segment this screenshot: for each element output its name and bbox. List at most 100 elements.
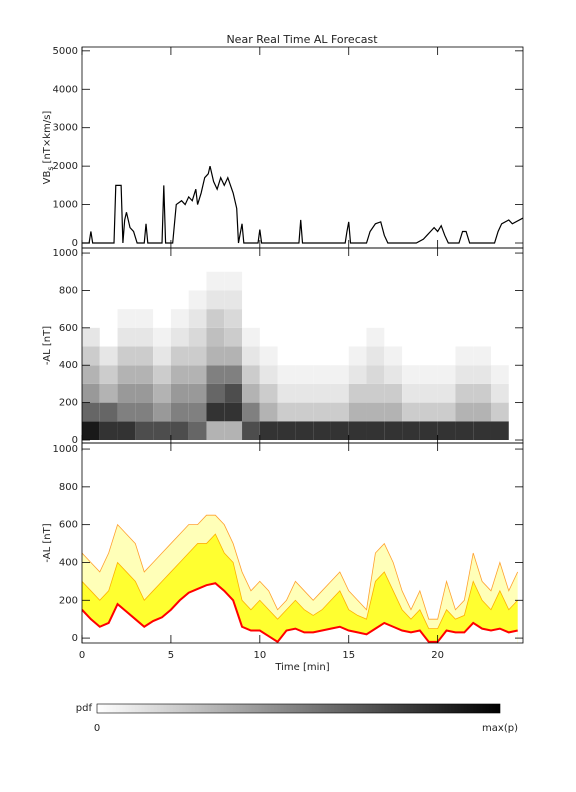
pdf-cell: [206, 402, 225, 422]
pdf-cell: [82, 383, 100, 403]
pdf-cell: [437, 383, 456, 403]
pdf-cell: [99, 383, 118, 403]
pdf-cell: [135, 402, 154, 422]
pdf-cell: [473, 383, 491, 403]
pdf-cell: [473, 346, 491, 366]
pdf-cell: [224, 271, 243, 291]
pdf-cell: [206, 365, 225, 384]
pdf-cell: [99, 346, 118, 366]
pdf-cell: [135, 383, 154, 403]
pdf-cell: [224, 327, 243, 347]
y-tick-label: 200: [59, 398, 78, 409]
y-label-main: -AL [nT]: [42, 326, 53, 365]
pdf-cell: [135, 309, 154, 328]
pdf-cell: [419, 421, 438, 441]
pdf-cell: [170, 309, 189, 328]
below-line-area: [82, 583, 518, 643]
pdf-cell: [490, 383, 509, 403]
y-tick-label: 800: [59, 482, 78, 493]
y-axis-label: -AL [nT]: [42, 326, 53, 365]
pdf-cell: [117, 421, 136, 441]
pdf-cell: [188, 421, 207, 441]
pdf-cell: [490, 421, 509, 441]
pdf-cell: [170, 402, 189, 422]
pdf-cell: [384, 421, 403, 441]
y-label-unit: [nT×km/s]: [42, 111, 53, 164]
pdf-cell: [135, 327, 154, 347]
x-tick-label: 5: [168, 650, 174, 661]
pdf-cell: [117, 402, 136, 422]
plot-area: [82, 514, 519, 643]
y-label-main: VB: [42, 170, 53, 184]
pdf-cell: [402, 365, 420, 384]
x-tick-label: 15: [342, 650, 355, 661]
pdf-cell: [224, 309, 243, 328]
pdf-cell: [117, 383, 136, 403]
pdf-cell: [242, 365, 260, 384]
pdf-cell: [206, 271, 225, 291]
pdf-cell: [330, 421, 349, 441]
pdf-cell: [242, 327, 260, 347]
colorbar-min: 0: [94, 723, 100, 734]
y-tick-label: 400: [59, 360, 78, 371]
pdf-cell: [188, 290, 207, 310]
pdf-cell: [206, 309, 225, 328]
pdf-cell: [117, 346, 136, 366]
pdf-cell: [188, 365, 207, 384]
pdf-cell: [99, 402, 118, 422]
y-tick-label: 2000: [53, 161, 78, 172]
y-tick-label: 600: [59, 520, 78, 531]
pdf-cell: [259, 365, 278, 384]
pdf-cell: [188, 309, 207, 328]
pdf-cell: [135, 365, 154, 384]
y-tick-label: 5000: [53, 46, 78, 57]
pdf-cell: [170, 365, 189, 384]
pdf-cell: [224, 402, 243, 422]
pdf-cell: [419, 365, 438, 384]
pdf-cell: [384, 365, 403, 384]
pdf-cell: [402, 383, 420, 403]
colorbar-max: max(p): [482, 723, 518, 734]
pdf-cell: [153, 327, 171, 347]
pdf-cell: [490, 365, 509, 384]
pdf-cell: [455, 346, 474, 366]
pdf-cell: [277, 402, 296, 422]
colorbar: [96, 703, 501, 714]
pdf-cell: [170, 346, 189, 366]
pdf-cell: [224, 346, 243, 366]
pdf-cell: [259, 402, 278, 422]
pdf-cell: [419, 383, 438, 403]
y-tick-label: 1000: [53, 200, 78, 211]
pdf-cell: [384, 346, 403, 366]
pdf-cell: [313, 421, 331, 441]
pdf-cell: [242, 421, 260, 441]
pdf-cell: [313, 383, 331, 403]
pdf-cell: [366, 421, 385, 441]
y-tick-label: 1000: [53, 444, 78, 455]
pdf-cell: [473, 365, 491, 384]
pdf-cell: [313, 365, 331, 384]
pdf-cell: [188, 327, 207, 347]
pdf-cell: [170, 327, 189, 347]
pdf-cell: [82, 421, 100, 441]
plot-area: [82, 166, 523, 244]
pdf-cell: [242, 346, 260, 366]
pdf-cell: [366, 383, 385, 403]
y-label-main: -AL [nT]: [42, 523, 53, 562]
y-tick-label: 0: [72, 435, 78, 446]
pdf-cell: [348, 383, 367, 403]
pdf-cell: [366, 365, 385, 384]
pdf-cell: [153, 383, 171, 403]
chart-title: Near Real Time AL Forecast: [226, 33, 378, 46]
pdf-cell: [348, 365, 367, 384]
pdf-cell: [330, 365, 349, 384]
pdf-cell: [455, 383, 474, 403]
pdf-cell: [206, 290, 225, 310]
pdf-cell: [135, 346, 154, 366]
pdf-cell: [330, 402, 349, 422]
pdf-cell: [188, 346, 207, 366]
pdf-cell: [82, 346, 100, 366]
pdf-cell: [490, 402, 509, 422]
pdf-cell: [153, 421, 171, 441]
pdf-cell: [402, 421, 420, 441]
